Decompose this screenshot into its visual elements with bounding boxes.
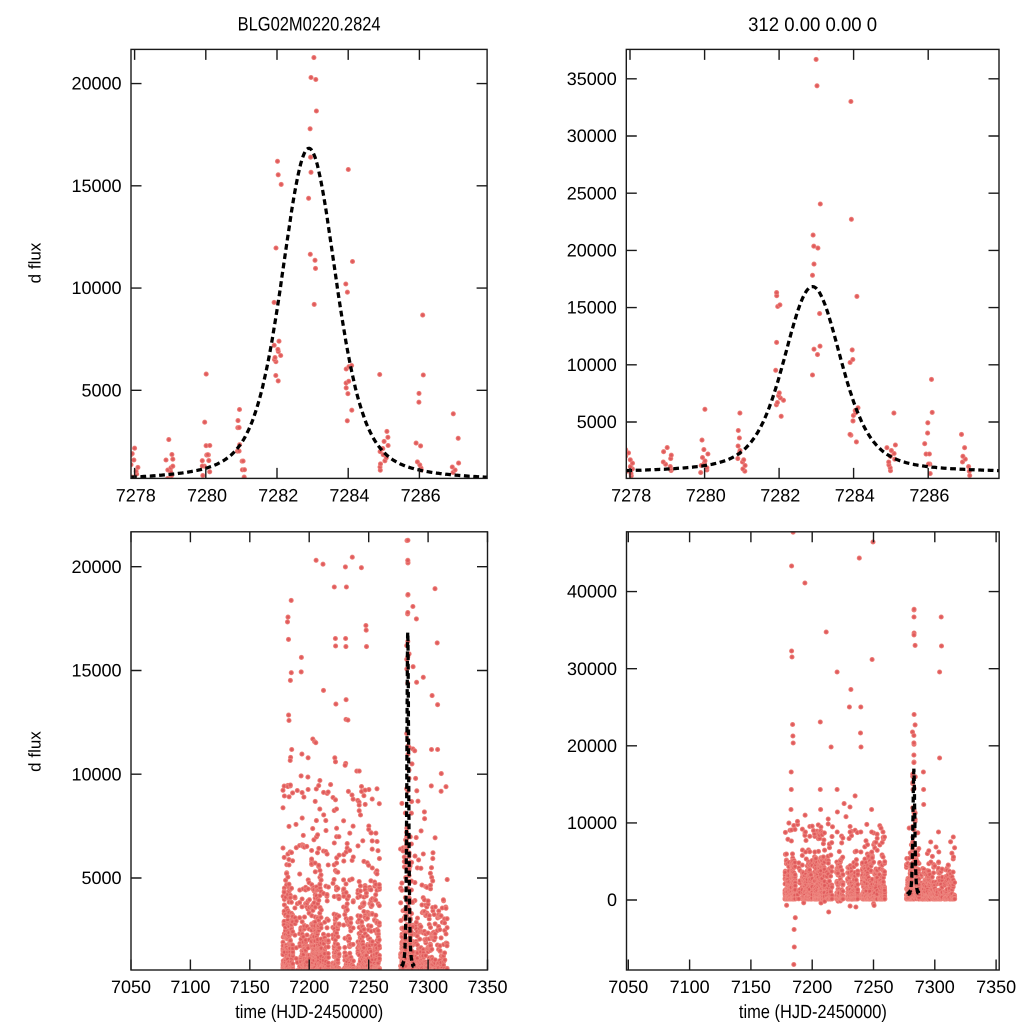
svg-text:7280: 7280	[686, 486, 726, 506]
svg-text:10000: 10000	[567, 355, 617, 375]
svg-text:7100: 7100	[170, 977, 210, 997]
svg-text:7300: 7300	[408, 977, 448, 997]
svg-text:30000: 30000	[567, 659, 617, 679]
svg-text:d flux: d flux	[26, 242, 45, 283]
svg-text:d flux: d flux	[26, 731, 45, 772]
svg-text:7286: 7286	[401, 486, 441, 506]
svg-text:7282: 7282	[760, 486, 800, 506]
svg-text:10000: 10000	[567, 813, 617, 833]
svg-text:7284: 7284	[329, 486, 369, 506]
svg-text:7150: 7150	[230, 977, 270, 997]
svg-text:time (HJD-2450000): time (HJD-2450000)	[739, 1002, 887, 1023]
svg-text:30000: 30000	[567, 126, 617, 146]
svg-text:20000: 20000	[567, 241, 617, 261]
svg-text:5000: 5000	[577, 412, 617, 432]
svg-text:312 0.00 0.00 0: 312 0.00 0.00 0	[748, 14, 877, 36]
svg-text:7050: 7050	[111, 977, 151, 997]
svg-text:7278: 7278	[116, 486, 156, 506]
svg-text:40000: 40000	[567, 582, 617, 602]
svg-text:20000: 20000	[71, 557, 121, 577]
svg-text:10000: 10000	[71, 764, 121, 784]
svg-text:7050: 7050	[608, 977, 648, 997]
svg-text:BLG02M0220.2824: BLG02M0220.2824	[238, 14, 381, 36]
svg-text:7250: 7250	[349, 977, 389, 997]
svg-text:7278: 7278	[611, 486, 651, 506]
svg-text:25000: 25000	[567, 183, 617, 203]
svg-text:20000: 20000	[71, 74, 121, 94]
svg-text:7350: 7350	[467, 977, 507, 997]
svg-text:7200: 7200	[792, 977, 832, 997]
svg-text:time (HJD-2450000): time (HJD-2450000)	[235, 1002, 383, 1023]
svg-text:7286: 7286	[909, 486, 949, 506]
svg-text:10000: 10000	[71, 278, 121, 298]
svg-text:7100: 7100	[670, 977, 710, 997]
svg-text:35000: 35000	[567, 69, 617, 89]
svg-text:7284: 7284	[835, 486, 875, 506]
svg-text:0: 0	[607, 890, 617, 910]
svg-text:15000: 15000	[71, 661, 121, 681]
svg-text:7282: 7282	[258, 486, 298, 506]
svg-text:5000: 5000	[81, 380, 121, 400]
svg-text:7250: 7250	[853, 977, 893, 997]
svg-text:7350: 7350	[976, 977, 1016, 997]
svg-text:7150: 7150	[731, 977, 771, 997]
svg-text:20000: 20000	[567, 736, 617, 756]
svg-text:15000: 15000	[567, 298, 617, 318]
svg-text:7300: 7300	[915, 977, 955, 997]
svg-text:15000: 15000	[71, 176, 121, 196]
svg-text:5000: 5000	[81, 868, 121, 888]
svg-text:7200: 7200	[289, 977, 329, 997]
svg-text:7280: 7280	[187, 486, 227, 506]
